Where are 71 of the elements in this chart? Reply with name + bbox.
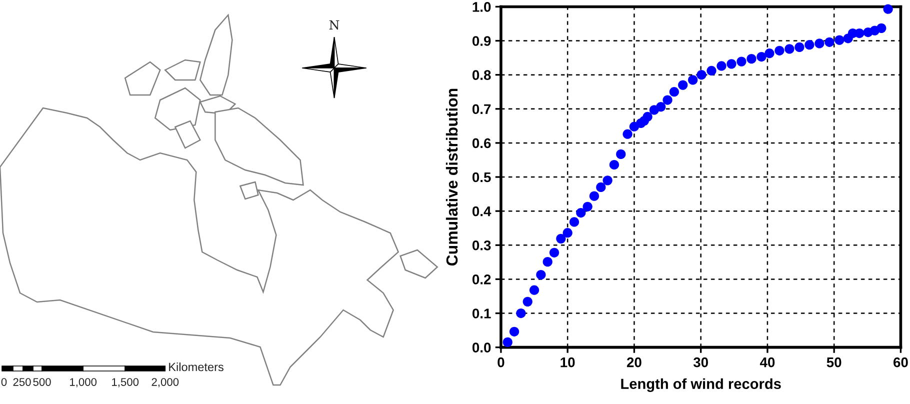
y-tick-label: 0.8: [472, 70, 491, 80]
text: 1,500: [112, 378, 139, 388]
point: [876, 23, 886, 33]
point: [549, 248, 560, 258]
point: [642, 112, 652, 122]
text: 250: [13, 378, 31, 386]
point: [746, 54, 756, 64]
point: [522, 296, 532, 306]
point: [756, 52, 766, 62]
point: [516, 308, 526, 318]
point: [662, 95, 672, 105]
text: 1,000: [70, 378, 97, 388]
point: [576, 208, 586, 218]
x-tick-label: 60: [894, 357, 908, 368]
point: [589, 191, 600, 201]
text: N: [329, 20, 340, 30]
text: 2,000: [152, 378, 179, 388]
x-tick-label: 20: [626, 357, 642, 368]
point: [556, 234, 566, 244]
text: 500: [33, 378, 51, 386]
point: [622, 129, 632, 139]
point: [716, 61, 726, 71]
point: [774, 46, 784, 56]
y-tick-label: 0.4: [472, 206, 492, 216]
x-tick-label: 40: [760, 357, 775, 368]
y-tick-label: 1.0: [472, 2, 491, 12]
point: [562, 228, 572, 238]
point: [814, 38, 824, 48]
point: [596, 182, 606, 192]
point: [536, 270, 546, 280]
point: [656, 102, 666, 112]
point: [669, 87, 679, 97]
x-tick-label: 10: [560, 357, 575, 368]
y-tick-label: 0.6: [472, 138, 491, 148]
text: 0: [1, 378, 7, 386]
point: [834, 35, 844, 45]
y-tick-label: 0.3: [472, 240, 491, 250]
y-axis-title: Cumulative distribution: [446, 88, 458, 266]
y-tick-label: 0.2: [472, 274, 491, 284]
y-tick-label: 0.5: [472, 172, 491, 182]
point: [509, 326, 520, 336]
point: [764, 48, 774, 58]
y-tick-label: 0.1: [472, 308, 491, 318]
point: [784, 44, 794, 54]
point: [569, 217, 580, 227]
x-tick-label: 30: [693, 357, 708, 368]
point: [688, 75, 698, 85]
point: [502, 337, 512, 348]
x-tick-label: 50: [826, 357, 842, 368]
point: [824, 37, 834, 47]
point: [542, 257, 552, 267]
point: [616, 149, 626, 160]
text: Kilometers: [169, 362, 224, 372]
y-tick-label: 0.9: [472, 36, 491, 46]
point: [678, 80, 688, 90]
point: [582, 202, 592, 212]
point: [602, 176, 612, 186]
point: [854, 28, 864, 38]
y-tick-label: 0.7: [472, 104, 491, 114]
point: [736, 56, 746, 66]
point: [529, 285, 540, 295]
point: [609, 160, 620, 170]
point: [883, 4, 893, 14]
point: [696, 70, 706, 80]
point: [794, 42, 804, 52]
point: [804, 40, 814, 50]
y-tick-label: 0.0: [472, 342, 491, 352]
point: [706, 66, 716, 76]
x-tick-label: 0: [498, 357, 504, 368]
point: [726, 59, 736, 69]
x-axis-title: Length of wind records: [621, 378, 781, 392]
